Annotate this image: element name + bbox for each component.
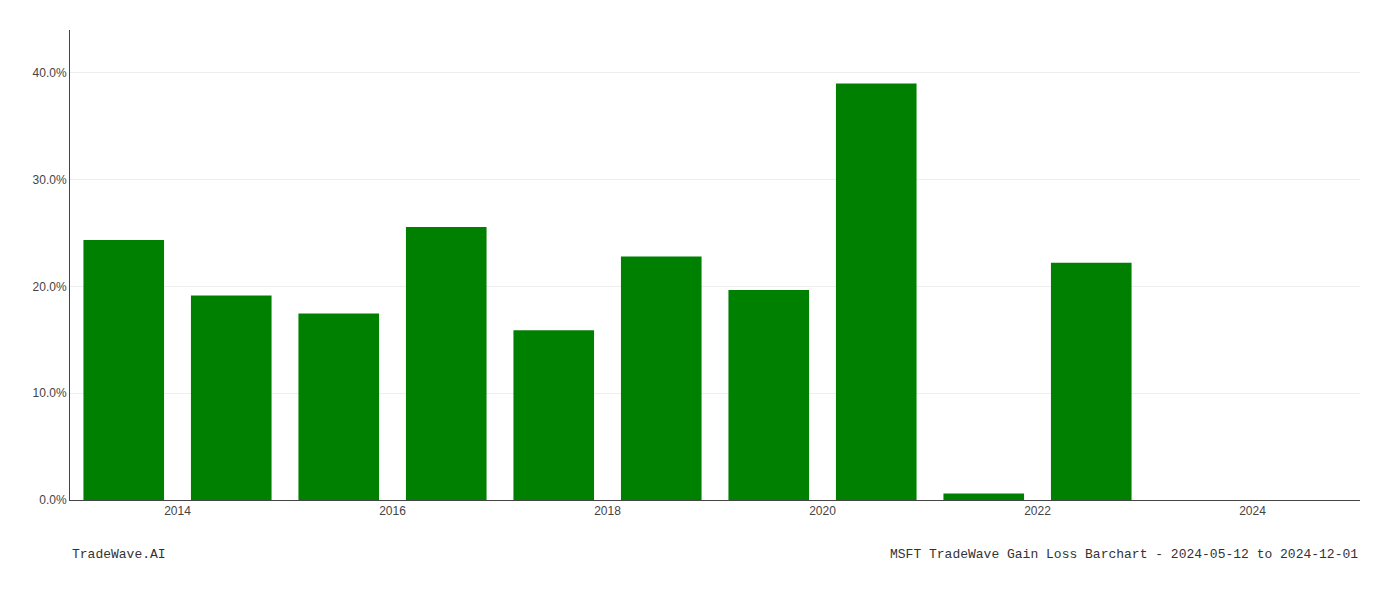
svg-text:2018: 2018	[594, 504, 621, 518]
svg-text:20.0%: 20.0%	[33, 280, 67, 294]
svg-text:2024: 2024	[1239, 504, 1266, 518]
svg-text:2016: 2016	[379, 504, 406, 518]
svg-text:0.0%: 0.0%	[39, 493, 67, 507]
svg-text:TradeWave.AI: TradeWave.AI	[72, 547, 166, 562]
svg-text:30.0%: 30.0%	[33, 173, 67, 187]
svg-text:MSFT TradeWave Gain Loss Barch: MSFT TradeWave Gain Loss Barchart - 2024…	[890, 547, 1358, 562]
svg-text:2022: 2022	[1024, 504, 1051, 518]
svg-text:40.0%: 40.0%	[33, 66, 67, 80]
svg-text:2020: 2020	[809, 504, 836, 518]
svg-text:2014: 2014	[164, 504, 191, 518]
svg-text:10.0%: 10.0%	[33, 386, 67, 400]
